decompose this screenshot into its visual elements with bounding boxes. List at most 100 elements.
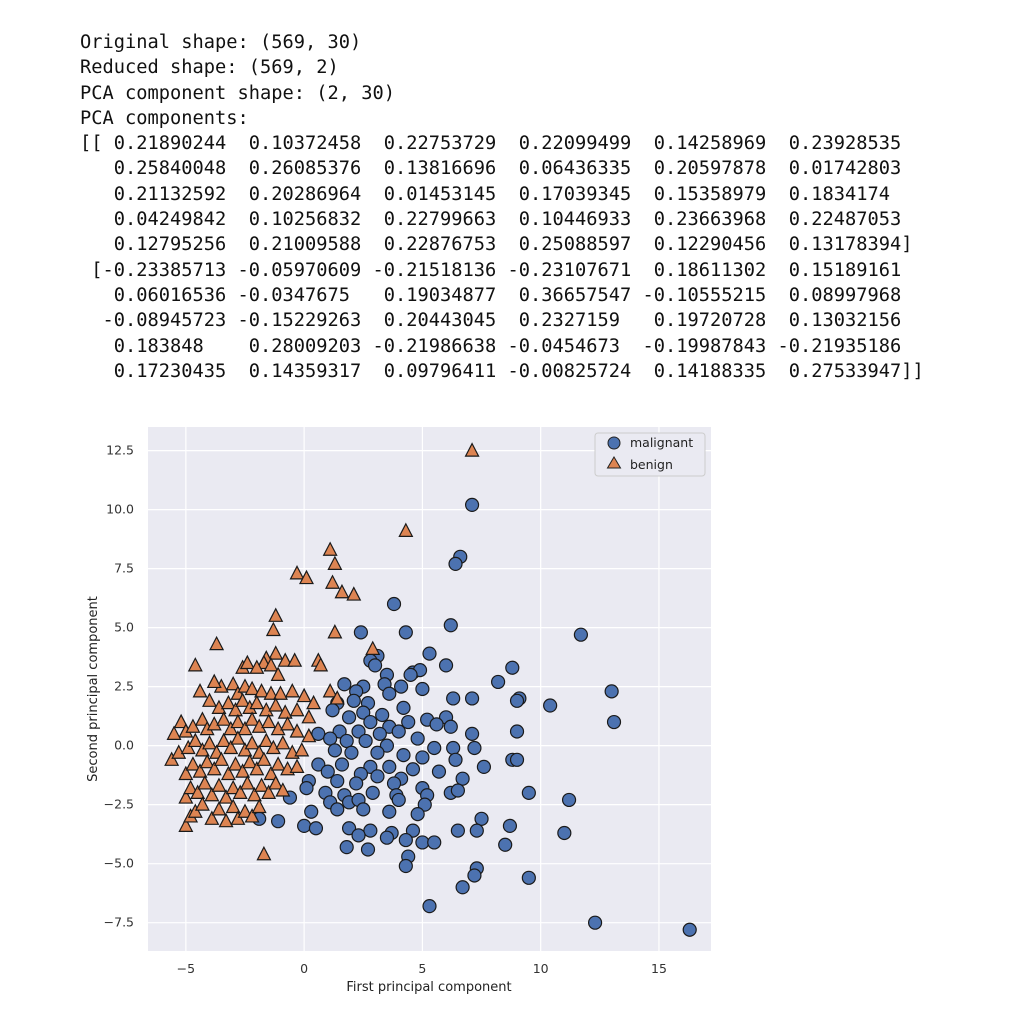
benign-point bbox=[220, 694, 236, 710]
benign-point bbox=[322, 683, 338, 698]
y-axis-label: Second principal component bbox=[86, 596, 101, 782]
malignant-point bbox=[415, 750, 430, 765]
benign-point bbox=[275, 782, 291, 797]
malignant-point bbox=[509, 693, 525, 708]
malignant-point bbox=[360, 842, 376, 857]
benign-point bbox=[230, 810, 246, 825]
pca-scatter-plot: −5 0 5 10 15 −7.5 −5.0 −2.5 0.0 2.5 5.0 7.5 10.0 12.5… bbox=[86, 427, 711, 995]
benign-point bbox=[249, 659, 265, 674]
benign-point bbox=[334, 583, 350, 599]
benign-point bbox=[270, 666, 286, 681]
benign-point bbox=[235, 763, 251, 778]
malignant-point bbox=[341, 710, 357, 725]
benign-point bbox=[254, 683, 270, 698]
malignant-point bbox=[304, 804, 319, 819]
benign-point bbox=[249, 760, 265, 776]
benign-point bbox=[194, 711, 210, 726]
benign-point bbox=[213, 751, 229, 766]
benign-point bbox=[223, 739, 239, 755]
malignant-point bbox=[391, 792, 406, 808]
malignant-point bbox=[386, 596, 402, 612]
benign-point bbox=[180, 739, 196, 755]
output-line: [-0.23385713 -0.05970609 -0.21518136 -0.… bbox=[80, 259, 902, 281]
x-tick-label: 10 bbox=[533, 961, 549, 976]
benign-point bbox=[346, 586, 362, 601]
malignant-point bbox=[448, 556, 463, 572]
malignant-point bbox=[394, 679, 409, 694]
malignant-point bbox=[464, 497, 480, 512]
malignant-point bbox=[415, 681, 430, 697]
malignant-point bbox=[502, 818, 518, 834]
malignant-point bbox=[491, 674, 506, 690]
benign-point bbox=[244, 711, 260, 726]
benign-point bbox=[216, 732, 232, 748]
benign-point bbox=[197, 775, 213, 790]
malignant-point bbox=[332, 724, 347, 739]
malignant-point bbox=[543, 698, 558, 713]
benign-point bbox=[223, 720, 239, 736]
malignant-point bbox=[311, 757, 326, 772]
malignant-point bbox=[422, 899, 437, 914]
malignant-point bbox=[606, 714, 622, 730]
output-line: [[ 0.21890244 0.10372458 0.22753729 0.22… bbox=[80, 133, 902, 155]
benign-point bbox=[211, 801, 227, 816]
malignant-point bbox=[427, 740, 442, 756]
malignant-point bbox=[464, 691, 480, 706]
y-tick-label: 2.5 bbox=[114, 679, 134, 694]
malignant-point bbox=[587, 915, 603, 930]
malignant-point bbox=[505, 660, 520, 675]
benign-point bbox=[209, 635, 225, 651]
benign-point bbox=[204, 810, 220, 825]
malignant-point bbox=[398, 832, 413, 848]
malignant-point bbox=[410, 806, 425, 822]
malignant-point bbox=[327, 743, 342, 758]
output-line: 0.25840048 0.26085376 0.13816696 0.06436… bbox=[80, 158, 902, 180]
malignant-point bbox=[429, 717, 444, 732]
benign-point bbox=[228, 756, 244, 771]
output-line: PCA component shape: (2, 30) bbox=[80, 82, 396, 104]
malignant-point bbox=[573, 627, 588, 642]
output-line: 0.17230435 0.14359317 0.09796411 -0.0082… bbox=[80, 360, 924, 382]
malignant-point bbox=[337, 677, 352, 692]
malignant-point bbox=[443, 719, 458, 734]
malignant-point bbox=[320, 764, 335, 779]
output-line: Original shape: (569, 30) bbox=[80, 32, 362, 53]
legend-box bbox=[594, 432, 706, 477]
output-line: -0.08945723 -0.15229263 0.20443045 0.232… bbox=[80, 310, 902, 332]
malignant-point bbox=[464, 726, 480, 741]
benign-point bbox=[327, 624, 343, 639]
benign-point bbox=[206, 760, 222, 776]
benign-point bbox=[244, 734, 260, 750]
y-tick-label: 10.0 bbox=[106, 502, 134, 517]
output-line: 0.04249842 0.10256832 0.22799663 0.10446… bbox=[80, 209, 902, 231]
benign-point bbox=[325, 574, 341, 589]
malignant-point bbox=[349, 776, 364, 791]
benign-point bbox=[185, 718, 201, 733]
malignant-point bbox=[498, 837, 513, 852]
benign-point bbox=[178, 789, 194, 804]
malignant-point bbox=[448, 752, 463, 767]
malignant-point bbox=[396, 700, 411, 715]
benign-point bbox=[164, 751, 180, 766]
malignant-point bbox=[469, 823, 484, 838]
benign-point bbox=[218, 789, 234, 804]
benign-point bbox=[289, 758, 305, 773]
benign-point bbox=[301, 727, 317, 743]
malignant-point bbox=[299, 781, 314, 796]
benign-point bbox=[225, 675, 241, 691]
benign-point bbox=[329, 690, 345, 705]
y-tick-label: −7.5 bbox=[104, 915, 134, 930]
malignant-point bbox=[351, 828, 366, 843]
malignant-point bbox=[476, 759, 492, 774]
malignant-point bbox=[325, 703, 340, 718]
legend-triangle-marker bbox=[606, 456, 622, 469]
benign-point bbox=[294, 742, 310, 757]
malignant-point bbox=[323, 731, 338, 746]
malignant-point bbox=[446, 691, 461, 706]
malignant-point bbox=[455, 880, 470, 895]
benign-point bbox=[268, 607, 284, 622]
malignant-point bbox=[271, 814, 286, 829]
benign-point bbox=[237, 742, 253, 757]
benign-point bbox=[218, 812, 234, 828]
benign-point bbox=[261, 784, 277, 799]
